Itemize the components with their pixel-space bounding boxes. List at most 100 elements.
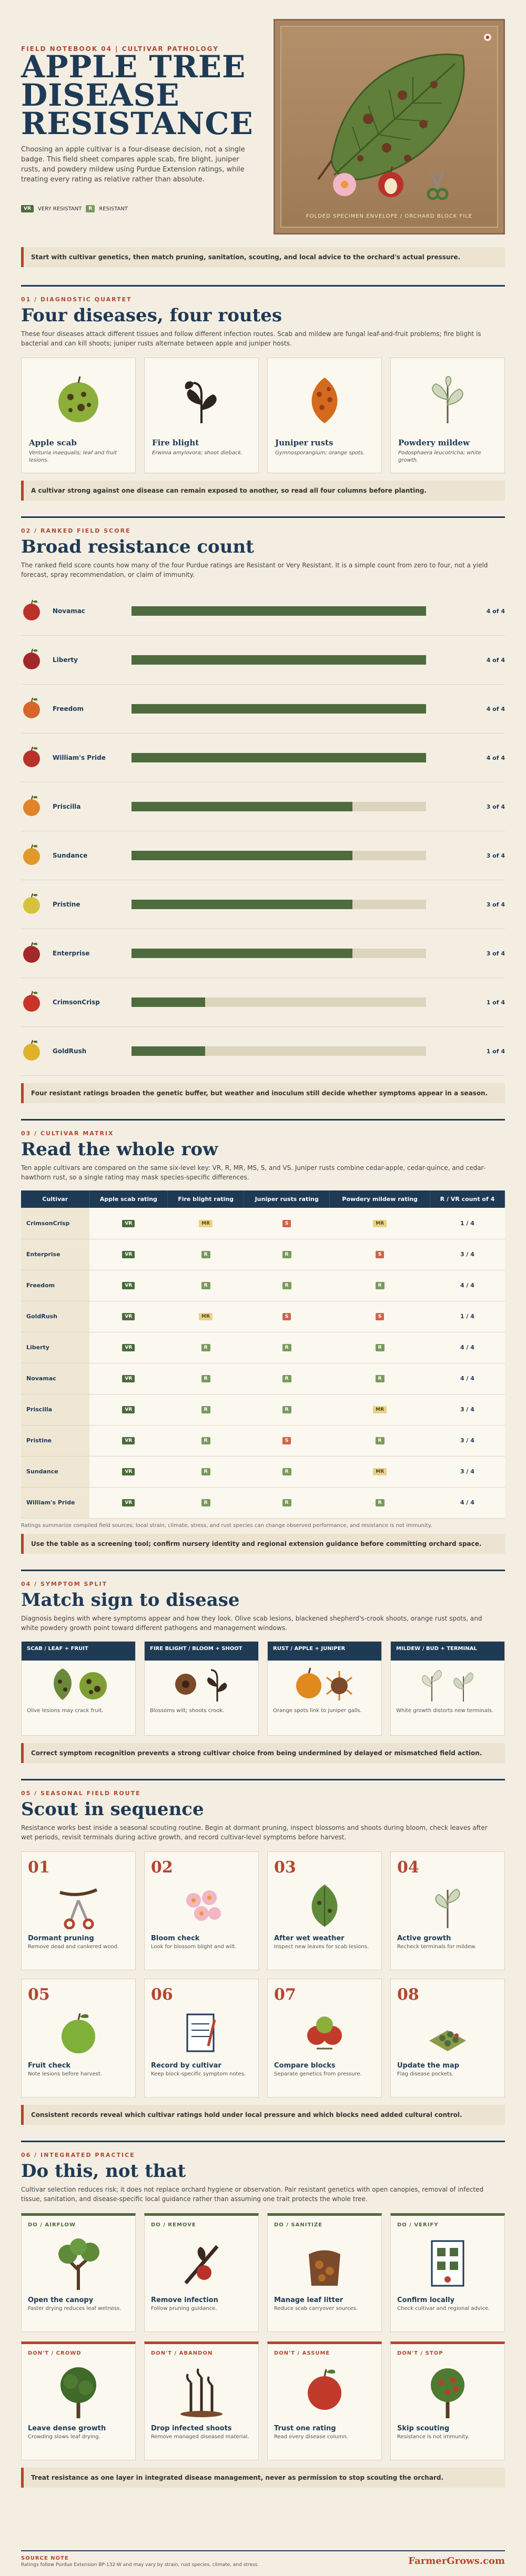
do-tag: DO / SANITIZE [274,2222,323,2228]
cultivar-name: Priscilla [21,1394,89,1426]
rating-chip: VR [122,1437,135,1444]
symptom-card-fire-blight: FIRE BLIGHT / BLOOM + SHOOT Blossoms wil… [144,1641,259,1736]
table-row: Novamac VR R R R 4 / 4 [21,1363,505,1394]
bar-label: Freedom [53,705,84,712]
section-practice: 06 / INTEGRATED PRACTICE Do this, not th… [0,2140,526,2460]
rating-chip: VR [122,1219,135,1227]
plate-caption: FOLDED SPECIMEN ENVELOPE / ORCHARD BLOCK… [306,213,473,219]
callout-ranked: Four resistant ratings broaden the genet… [21,1083,505,1103]
symptom-head: MILDEW / BUD + TERMINAL [391,1641,504,1661]
bar-track [132,704,426,714]
rating-chip: R [375,1282,385,1289]
rating-cell: MR [167,1301,244,1332]
cultivar-name: Enterprise [21,1239,89,1270]
scout-step: 05 Fruit check Note lesions before harves… [21,1978,136,2098]
blossom-icon [186,1890,221,1921]
bar-value-label: 4 of 4 [486,705,505,712]
symptom-card-rust: RUST / APPLE + JUNIPER Orange spots link… [267,1641,382,1736]
table-header-row: Cultivar Apple scab rating Fire blight rat… [21,1190,505,1208]
table-header: Juniper rusts rating [244,1190,330,1208]
do-card: DO / AIRFLOW Open the canopy Faster dryin… [21,2213,136,2332]
do-tag: DO / REMOVE [151,2222,196,2228]
cultivar-name: GoldRush [21,1301,89,1332]
rating-cell: VR [89,1270,168,1301]
cultivar-name: Sundance [21,1456,89,1488]
symptom-head: FIRE BLIGHT / BLOOM + SHOOT [145,1641,258,1661]
cultivar-name: Novamac [21,1363,89,1394]
step-title: Bloom check [151,1934,200,1942]
section-title: Do this, not that [21,2160,186,2182]
section-kicker: 04 / SYMPTOM SPLIT [21,1569,505,1587]
bar-label: CrimsonCrisp [53,999,100,1006]
rating-cell: R [167,1394,244,1426]
count-cell: 3 / 4 [430,1456,505,1488]
dont-title: Leave dense growth [28,2424,106,2432]
apple-icon [21,1038,53,1064]
bar-value-label: 3 of 4 [486,950,505,957]
table-row: Priscilla VR R R MR 3 / 4 [21,1394,505,1426]
rating-chip: R [282,1282,291,1289]
callout-symptoms: Correct symptom recognition prevents a s… [21,1743,505,1763]
dont-title: Trust one rating [274,2424,336,2432]
apple-icon [21,892,53,917]
disease-sci: Erwinia amylovora; shoot dieback. [152,450,243,456]
rating-chip: R [282,1375,291,1382]
rating-cell: S [244,1425,330,1457]
rating-cell: MR [329,1208,430,1239]
chip-r: R [86,205,95,212]
rating-cell: MR [329,1394,430,1426]
rating-cell: R [329,1363,430,1394]
count-cell: 4 / 4 [430,1332,505,1363]
rating-chip: MR [373,1406,387,1413]
rating-cell: R [244,1239,330,1270]
count-cell: 3 / 4 [430,1239,505,1270]
step-number: 06 [151,1985,173,2004]
bar-track [132,1046,426,1056]
bar-value-label: 3 of 4 [486,852,505,859]
cultivar-name: Pristine [21,1425,89,1457]
rating-cell: VR [89,1332,168,1363]
disease-card-powdery-mildew: Powdery mildew Podosphaera leucotricha; … [390,358,505,473]
dont-tag: DON'T / STOP [397,2350,443,2356]
symptom-desc: Orange spots link to juniper galls. [273,1707,362,1714]
bar-label: Sundance [53,852,88,859]
dont-card: DON'T / ABANDON Drop infected shoots Remo… [144,2341,259,2460]
disease-sci: Gymnosporangium; orange spots. [275,450,365,456]
symptom-desc: White growth distorts new terminals. [396,1707,494,1714]
scab-apple-icon [58,376,98,422]
section-scout: 05 / SEASONAL FIELD ROUTE Scout in seque… [0,1778,526,2098]
leaf-specimen-icon [317,34,491,200]
dont-tag: DON'T / ABANDON [151,2350,213,2356]
rating-chip: R [282,1468,291,1475]
disease-sci: Podosphaera leucotricha; white growth. [398,450,481,463]
do-card: DO / VERIFY Confirm locally Check cultiva… [390,2213,505,2332]
footer-brand-link[interactable]: FarmerGrows.com [408,2555,505,2567]
count-cell: 3 / 4 [430,1394,505,1426]
do-tag: DO / AIRFLOW [28,2222,76,2228]
wet-leaf-icon [311,1884,338,1927]
dont-sub: Resistance is not immunity. [397,2434,470,2440]
scab-symptom-icon [54,1668,107,1700]
callout-practice: Treat resistance as one layer in integra… [21,2467,505,2488]
bar-value-label: 1 of 4 [486,999,505,1006]
section-matrix: 03 / CULTIVAR MATRIX Read the whole row … [0,1119,526,1529]
rating-chip: VR [122,1375,135,1382]
rating-cell: R [167,1425,244,1457]
bar-value-label: 1 of 4 [486,1047,505,1055]
rating-cell: R [329,1270,430,1301]
bar-label: Novamac [53,607,85,615]
bar-row: Pristine 3 of 4 [21,880,505,929]
step-number: 03 [274,1858,296,1877]
step-title: Record by cultivar [151,2061,221,2070]
rating-chip: MR [373,1468,387,1475]
chip-vr: VR [21,205,34,212]
section-diseases: 01 / DIAGNOSTIC QUARTET Four diseases, f… [0,285,526,473]
callout-matrix: Use the table as a screening tool; confi… [21,1533,505,1554]
bar-label: Liberty [53,656,78,664]
count-cell: 3 / 4 [430,1425,505,1457]
section-kicker: 05 / SEASONAL FIELD ROUTE [21,1778,505,1797]
bar-label: GoldRush [53,1047,87,1055]
rating-cell: R [167,1363,244,1394]
rating-chip: S [375,1313,385,1320]
section-kicker: 03 / CULTIVAR MATRIX [21,1119,505,1137]
